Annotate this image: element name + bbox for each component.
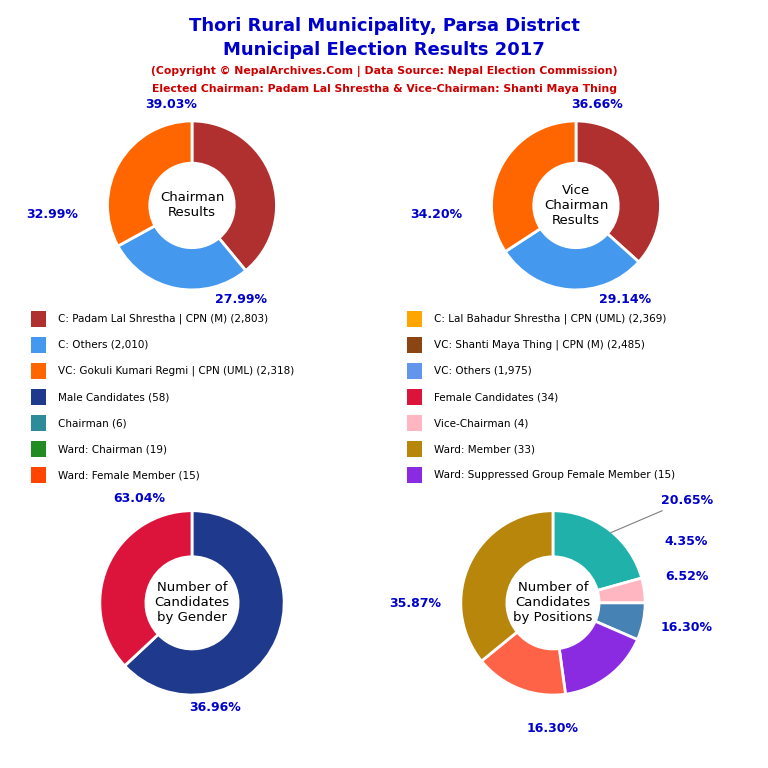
Text: Ward: Suppressed Group Female Member (15): Ward: Suppressed Group Female Member (15… (434, 470, 675, 481)
Wedge shape (118, 226, 246, 290)
Wedge shape (192, 121, 276, 270)
Text: Thori Rural Municipality, Parsa District: Thori Rural Municipality, Parsa District (189, 17, 579, 35)
Text: 39.03%: 39.03% (145, 98, 197, 111)
Wedge shape (461, 511, 553, 661)
Text: 29.14%: 29.14% (598, 293, 650, 306)
Wedge shape (598, 578, 645, 603)
Text: 20.65%: 20.65% (611, 494, 713, 533)
Text: 4.35%: 4.35% (665, 535, 708, 548)
Text: C: Others (2,010): C: Others (2,010) (58, 339, 148, 350)
Text: C: Padam Lal Shrestha | CPN (M) (2,803): C: Padam Lal Shrestha | CPN (M) (2,803) (58, 313, 268, 324)
Text: Female Candidates (34): Female Candidates (34) (434, 392, 558, 402)
Text: Chairman
Results: Chairman Results (160, 191, 224, 220)
Wedge shape (595, 603, 645, 640)
Text: 27.99%: 27.99% (214, 293, 266, 306)
Text: 6.52%: 6.52% (665, 570, 708, 583)
Text: 16.30%: 16.30% (660, 621, 713, 634)
Text: Chairman (6): Chairman (6) (58, 418, 126, 429)
Text: 36.96%: 36.96% (189, 701, 241, 714)
Text: Number of
Candidates
by Gender: Number of Candidates by Gender (154, 581, 230, 624)
Text: Number of
Candidates
by Positions: Number of Candidates by Positions (513, 581, 593, 624)
Text: (Copyright © NepalArchives.Com | Data Source: Nepal Election Commission): (Copyright © NepalArchives.Com | Data So… (151, 66, 617, 77)
Wedge shape (124, 511, 284, 695)
Text: Vice
Chairman
Results: Vice Chairman Results (544, 184, 608, 227)
Text: 35.87%: 35.87% (389, 598, 441, 611)
Text: VC: Others (1,975): VC: Others (1,975) (434, 366, 531, 376)
Text: Ward: Chairman (19): Ward: Chairman (19) (58, 444, 167, 455)
Wedge shape (559, 621, 637, 694)
Text: Ward: Member (33): Ward: Member (33) (434, 444, 535, 455)
Text: 32.99%: 32.99% (26, 208, 78, 221)
Text: VC: Gokuli Kumari Regmi | CPN (UML) (2,318): VC: Gokuli Kumari Regmi | CPN (UML) (2,3… (58, 366, 294, 376)
Wedge shape (108, 121, 192, 246)
Text: C: Lal Bahadur Shrestha | CPN (UML) (2,369): C: Lal Bahadur Shrestha | CPN (UML) (2,3… (434, 313, 667, 324)
Text: 63.04%: 63.04% (113, 492, 165, 505)
Text: Vice-Chairman (4): Vice-Chairman (4) (434, 418, 528, 429)
Wedge shape (482, 632, 565, 695)
Text: 16.30%: 16.30% (527, 722, 579, 735)
Text: 36.66%: 36.66% (571, 98, 623, 111)
Wedge shape (100, 511, 192, 666)
Text: Male Candidates (58): Male Candidates (58) (58, 392, 169, 402)
Wedge shape (553, 511, 642, 591)
Text: Elected Chairman: Padam Lal Shrestha & Vice-Chairman: Shanti Maya Thing: Elected Chairman: Padam Lal Shrestha & V… (151, 84, 617, 94)
Wedge shape (505, 229, 639, 290)
Text: Ward: Female Member (15): Ward: Female Member (15) (58, 470, 200, 481)
Wedge shape (576, 121, 660, 262)
Text: VC: Shanti Maya Thing | CPN (M) (2,485): VC: Shanti Maya Thing | CPN (M) (2,485) (434, 339, 645, 350)
Text: Municipal Election Results 2017: Municipal Election Results 2017 (223, 41, 545, 58)
Wedge shape (492, 121, 576, 252)
Text: 34.20%: 34.20% (410, 208, 462, 221)
